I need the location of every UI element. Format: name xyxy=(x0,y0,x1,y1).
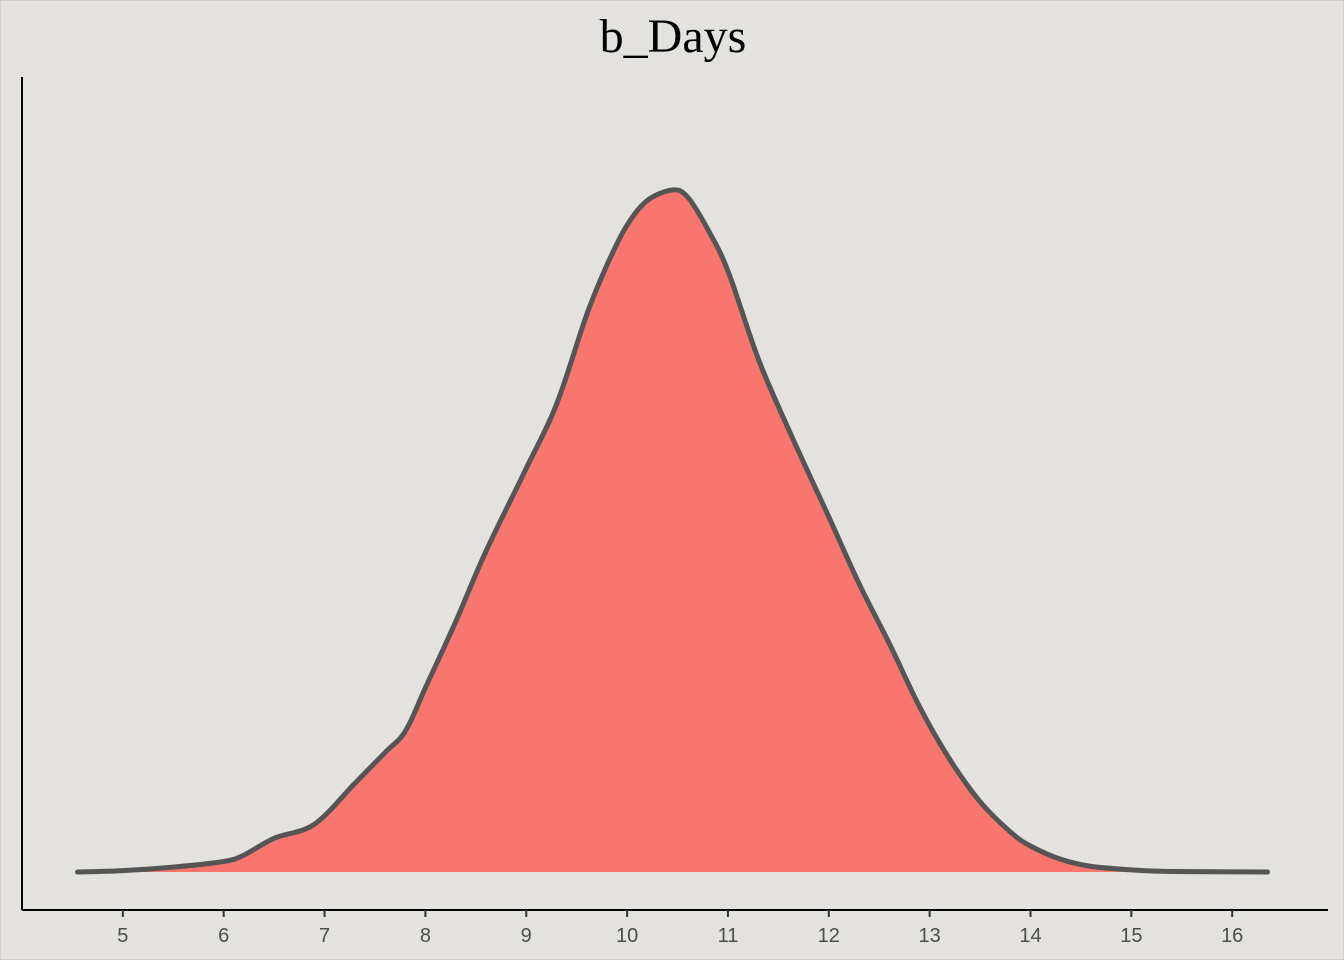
x-tick-label: 15 xyxy=(1120,925,1142,947)
x-tick-label: 6 xyxy=(218,925,229,947)
density-curve-line xyxy=(75,187,1270,875)
density-area-fill xyxy=(77,189,1268,872)
x-tick-label: 14 xyxy=(1019,925,1041,947)
x-tick-label: 12 xyxy=(818,925,840,947)
x-tick-label: 9 xyxy=(521,925,532,947)
x-tick-label: 11 xyxy=(718,925,739,947)
chart-title: b_Days xyxy=(599,10,747,63)
x-tick-label: 5 xyxy=(117,925,128,947)
x-tick-label: 10 xyxy=(616,925,638,947)
x-tick-label: 13 xyxy=(919,925,941,947)
x-tick-label: 8 xyxy=(420,925,431,947)
x-axis-ticks: 5 6 7 8 9 10 11 12 13 14 15 16 xyxy=(117,910,1243,947)
x-tick-label: 7 xyxy=(319,925,330,947)
x-tick-label: 16 xyxy=(1221,925,1243,947)
